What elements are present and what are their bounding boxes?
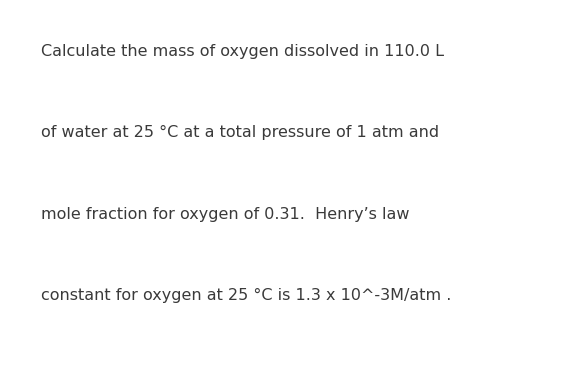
- Text: of water at 25 °C at a total pressure of 1 atm and: of water at 25 °C at a total pressure of…: [41, 125, 439, 141]
- Text: mole fraction for oxygen of 0.31.  Henry’s law: mole fraction for oxygen of 0.31. Henry’…: [41, 207, 410, 222]
- Text: Calculate the mass of oxygen dissolved in 110.0 L: Calculate the mass of oxygen dissolved i…: [41, 44, 444, 59]
- Text: constant for oxygen at 25 °C is 1.3 x 10^-3M/atm .: constant for oxygen at 25 °C is 1.3 x 10…: [41, 288, 451, 303]
